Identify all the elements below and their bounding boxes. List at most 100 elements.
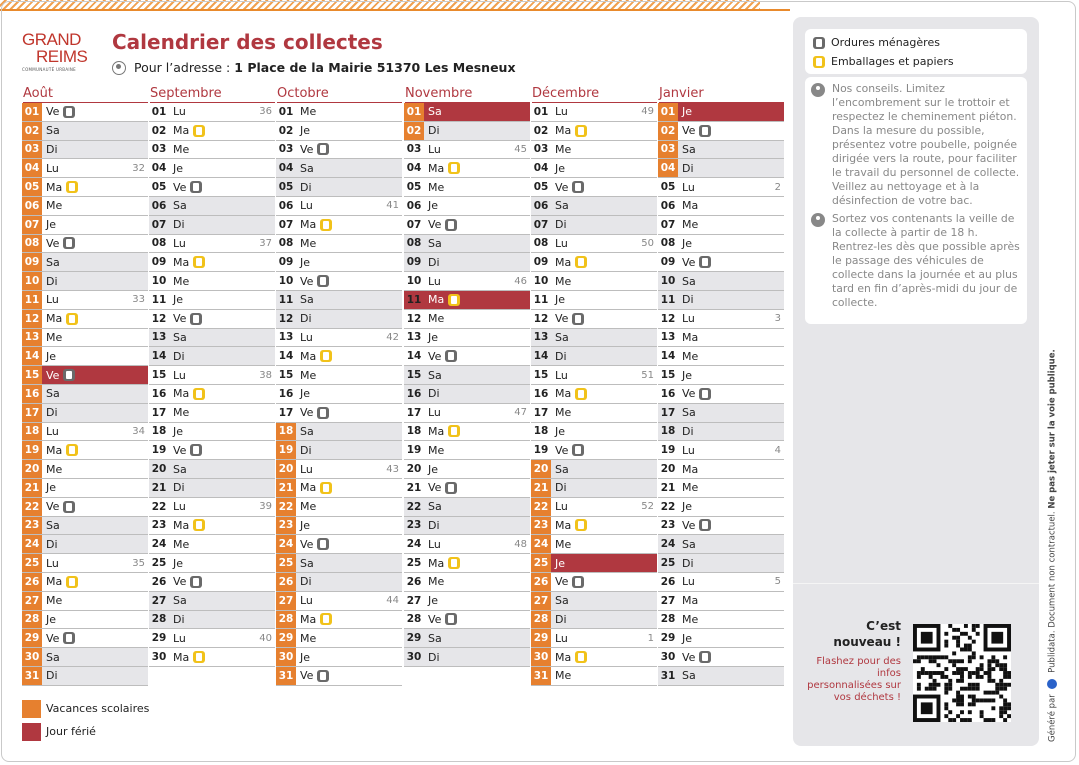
day-row: 11 Di <box>658 290 784 310</box>
weekday-abbr: Di <box>300 443 312 457</box>
day-row: 05 Ve <box>149 178 275 197</box>
week-number: 41 <box>386 200 399 212</box>
trash-bin-icon <box>572 312 585 325</box>
day-row: 26 Ve <box>531 572 657 592</box>
trash-bin-icon <box>317 275 330 288</box>
weekday-abbr: Me <box>300 500 317 514</box>
day-number: 08 <box>406 237 422 250</box>
day-row: 15 Lu 51 <box>531 366 657 385</box>
weekday-abbr: Ve <box>682 518 696 532</box>
day-number: 23 <box>22 516 42 535</box>
trash-bin-icon <box>317 406 330 419</box>
day-row: 01 Ve <box>22 103 148 122</box>
day-row: 04 Sa <box>276 159 402 179</box>
day-row: 27 Sa <box>149 591 275 611</box>
day-row: 24 Di <box>22 535 148 555</box>
day-row: 17 Lu 47 <box>404 403 530 423</box>
day-row: 16 Ma <box>531 384 657 404</box>
trash-bin-icon <box>572 575 585 588</box>
day-number: 16 <box>533 387 549 400</box>
nouveau-text: nouveau ! <box>833 635 901 649</box>
day-number: 14 <box>278 350 294 363</box>
day-number: 30 <box>531 648 551 666</box>
day-row: 22 Je <box>658 497 784 517</box>
week-number: 44 <box>386 595 399 607</box>
day-number: 02 <box>151 124 167 137</box>
day-number: 31 <box>22 666 42 685</box>
day-row: 29 Je <box>658 629 784 649</box>
day-row: 10 Di <box>22 272 148 291</box>
month-column: Janvier 01 Je 02 Ve 03 Sa 04 Di 05 Lu 2 06 Ma 07 Me 08 Je… <box>658 86 784 686</box>
day-number: 01 <box>404 103 424 121</box>
day-number: 13 <box>660 331 676 344</box>
weekday-abbr: Lu <box>555 105 568 119</box>
day-number: 07 <box>660 218 676 231</box>
day-row: 14 Di <box>149 347 275 367</box>
weekday-abbr: Me <box>682 349 699 363</box>
weekday-abbr: Sa <box>173 462 187 476</box>
day-row: 01 Je <box>658 103 784 122</box>
day-row: 19 Me <box>404 441 530 461</box>
day-number: 24 <box>276 535 296 554</box>
weekday-abbr: Ve <box>300 669 314 683</box>
weekday-abbr: Sa <box>300 424 314 438</box>
legend-vacances: Vacances scolaires <box>22 698 149 718</box>
day-row: 04 Je <box>531 159 657 179</box>
weekday-abbr: Ve <box>428 481 442 495</box>
month-name: Août <box>23 86 148 103</box>
day-number: 07 <box>151 218 167 231</box>
day-number: 12 <box>151 312 167 325</box>
day-row: 27 Ma <box>658 591 784 611</box>
day-number: 03 <box>406 143 422 156</box>
weekday-abbr: Je <box>300 518 311 532</box>
day-number: 25 <box>660 557 676 570</box>
day-row: 04 Lu 32 <box>22 159 148 179</box>
day-number: 08 <box>533 237 549 250</box>
qr-code-icon[interactable] <box>913 624 1011 722</box>
day-number: 26 <box>406 575 422 588</box>
day-row: 07 Di <box>149 215 275 235</box>
day-number: 22 <box>660 500 676 513</box>
day-row: 14 Ma <box>276 347 402 367</box>
weekday-abbr: Sa <box>173 330 187 344</box>
vacances-swatch <box>22 699 41 718</box>
weekday-abbr: Di <box>300 312 312 326</box>
weekday-abbr: Ve <box>300 406 314 420</box>
month-column: Septembre 01 Lu 36 02 Ma 03 Me 04 Je 05 Ve 06 Sa 07 Di 0… <box>149 86 275 667</box>
day-row: 25 Je <box>149 554 275 573</box>
day-row: 21 Di <box>149 478 275 498</box>
day-number: 27 <box>151 594 167 607</box>
weekday-abbr: Me <box>300 105 317 119</box>
day-row: 09 Ma <box>149 253 275 273</box>
day-row: 24 Lu 48 <box>404 535 530 555</box>
weekday-abbr: Me <box>173 537 190 551</box>
trash-bin-icon <box>190 444 203 457</box>
trash-bin-icon <box>445 613 458 626</box>
weekday-abbr: Di <box>428 387 440 401</box>
weekday-abbr: Ve <box>46 500 60 514</box>
weekday-abbr: Sa <box>555 594 569 608</box>
weekday-abbr: Je <box>682 368 693 382</box>
day-number: 21 <box>22 478 42 497</box>
weekday-abbr: Ma <box>46 180 63 194</box>
week-number: 40 <box>259 632 272 644</box>
day-row: 28 Di <box>531 610 657 630</box>
weekday-abbr: Sa <box>682 406 696 420</box>
clock-icon <box>811 213 825 227</box>
day-row: 15 Ve <box>22 366 148 385</box>
day-number: 29 <box>276 629 296 648</box>
weekday-abbr: Me <box>428 312 445 326</box>
weekday-abbr: Di <box>173 218 185 232</box>
day-number: 17 <box>278 406 294 419</box>
weekday-abbr: Ma <box>173 255 190 269</box>
weekday-abbr: Ma <box>300 349 317 363</box>
weekday-abbr: Ve <box>46 631 60 645</box>
trash-bin-icon <box>317 669 330 682</box>
trash-bin-icon <box>699 124 712 137</box>
day-number: 28 <box>531 610 551 629</box>
qr-section: C’est nouveau ! Flashez pour des infos p… <box>793 583 1039 722</box>
weekday-abbr: Ve <box>682 255 696 269</box>
day-number: 30 <box>660 651 676 663</box>
day-row: 08 Lu 50 <box>531 234 657 254</box>
day-number: 23 <box>531 516 551 535</box>
